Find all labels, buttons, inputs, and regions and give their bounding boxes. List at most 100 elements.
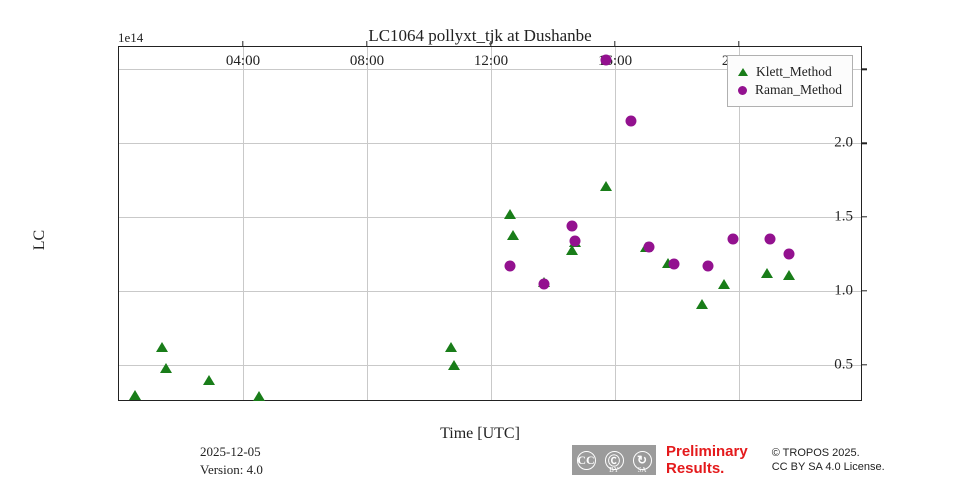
klett_method-data-point[interactable] (203, 375, 215, 385)
klett_method-marker-icon (600, 181, 612, 191)
y-tick-label: 0.5 (834, 357, 853, 374)
klett_method-data-point[interactable] (445, 342, 457, 352)
tropos-copyright-label: © TROPOS 2025. CC BY SA 4.0 License. (772, 446, 885, 475)
x-tick-label: 08:00 (350, 53, 384, 70)
footer-metadata: 2025-12-05 Version: 4.0 (200, 443, 263, 479)
klett_method-data-point[interactable] (129, 390, 141, 400)
raman_method-marker-icon (644, 241, 655, 252)
gridline-vertical (367, 47, 368, 400)
klett_method-marker-icon (156, 342, 168, 352)
klett_method-marker-icon (718, 279, 730, 289)
x-tick-mark (738, 41, 739, 47)
y-axis-exponent: 1e14 (118, 30, 143, 46)
legend-entry-klett[interactable]: Klett_Method (738, 64, 842, 80)
klett_method-marker-icon (696, 299, 708, 309)
raman_method-marker-icon (566, 220, 577, 231)
klett_method-marker-icon (761, 268, 773, 278)
cc-badge: CC (572, 445, 600, 475)
x-tick-label: 04:00 (226, 53, 260, 70)
gridline-horizontal (119, 217, 861, 218)
klett_method-data-point[interactable] (253, 391, 265, 401)
chart-title: LC1064 pollyxt_tjk at Dushanbe (0, 26, 960, 46)
chart-legend[interactable]: Klett_Method Raman_Method (727, 55, 853, 107)
klett_method-marker-icon (203, 375, 215, 385)
raman_method-marker-icon (668, 259, 679, 270)
klett_method-marker-icon (253, 391, 265, 401)
legend-label-klett: Klett_Method (756, 64, 832, 80)
raman_method-marker-icon (727, 234, 738, 245)
klett_method-data-point[interactable] (761, 268, 773, 278)
x-tick-label: 12:00 (474, 53, 508, 70)
footer-version: Version: 4.0 (200, 461, 263, 479)
gridline-horizontal (119, 143, 861, 144)
klett_method-marker-icon (448, 360, 460, 370)
y-tick-mark (861, 68, 867, 69)
x-axis-label: Time [UTC] (440, 425, 520, 443)
raman_method-marker-icon (504, 260, 515, 271)
license-block: CC Ⓒ BY ↻ SA Preliminary Results. © TROPO… (572, 443, 885, 478)
raman_method-data-point[interactable] (625, 115, 636, 126)
footer-date: 2025-12-05 (200, 443, 263, 461)
klett_method-data-point[interactable] (504, 209, 516, 219)
cc-by-badge: Ⓒ BY (600, 445, 628, 475)
raman_method-data-point[interactable] (504, 260, 515, 271)
klett_method-data-point[interactable] (600, 181, 612, 191)
raman_method-marker-icon (703, 260, 714, 271)
raman_method-marker-icon (538, 278, 549, 289)
y-tick-label: 1.5 (834, 209, 853, 226)
klett_method-marker-icon (160, 363, 172, 373)
cc-circle-icon: CC (577, 451, 596, 470)
x-tick-mark (614, 41, 615, 47)
klett_method-data-point[interactable] (696, 299, 708, 309)
klett_method-marker-icon (507, 230, 519, 240)
klett_method-data-point[interactable] (160, 363, 172, 373)
legend-label-raman: Raman_Method (755, 82, 842, 98)
x-tick-mark (490, 41, 491, 47)
preliminary-results-label: Preliminary Results. (666, 443, 748, 478)
raman_method-marker-icon (625, 115, 636, 126)
x-tick-mark (366, 41, 367, 47)
creative-commons-icon[interactable]: CC Ⓒ BY ↻ SA (572, 445, 656, 475)
gridline-vertical (615, 47, 616, 400)
y-tick-mark (861, 216, 867, 217)
klett_method-marker-icon (783, 270, 795, 280)
x-tick-mark (242, 41, 243, 47)
gridline-horizontal (119, 365, 861, 366)
y-tick-mark (861, 290, 867, 291)
y-axis-label: LC (31, 230, 49, 250)
y-tick-mark (861, 142, 867, 143)
y-tick-label: 1.0 (834, 283, 853, 300)
raman_method-marker-icon (569, 235, 580, 246)
y-tick-label: 2.0 (834, 135, 853, 152)
plot-area: 0.5 1.0 1.5 2.0 2.5 04:00 08:00 12:00 16… (118, 46, 862, 401)
by-label: BY (600, 466, 628, 474)
klett_method-data-point[interactable] (507, 230, 519, 240)
raman_method-data-point[interactable] (703, 260, 714, 271)
raman_method-data-point[interactable] (783, 249, 794, 260)
raman_method-marker-icon (765, 234, 776, 245)
klett_method-data-point[interactable] (156, 342, 168, 352)
raman-method-icon (738, 86, 747, 95)
klett_method-marker-icon (504, 209, 516, 219)
gridline-horizontal (119, 291, 861, 292)
raman_method-data-point[interactable] (600, 55, 611, 66)
gridline-vertical (243, 47, 244, 400)
raman_method-data-point[interactable] (569, 235, 580, 246)
raman_method-data-point[interactable] (644, 241, 655, 252)
gridline-vertical (491, 47, 492, 400)
raman_method-marker-icon (600, 55, 611, 66)
sa-label: SA (628, 466, 656, 474)
klett_method-data-point[interactable] (718, 279, 730, 289)
klett_method-marker-icon (445, 342, 457, 352)
raman_method-data-point[interactable] (765, 234, 776, 245)
cc-sa-badge: ↻ SA (628, 445, 656, 475)
klett_method-data-point[interactable] (783, 270, 795, 280)
raman_method-data-point[interactable] (566, 220, 577, 231)
y-tick-mark (861, 364, 867, 365)
raman_method-data-point[interactable] (538, 278, 549, 289)
legend-entry-raman[interactable]: Raman_Method (738, 82, 842, 98)
klett_method-data-point[interactable] (448, 360, 460, 370)
raman_method-marker-icon (783, 249, 794, 260)
raman_method-data-point[interactable] (727, 234, 738, 245)
raman_method-data-point[interactable] (668, 259, 679, 270)
